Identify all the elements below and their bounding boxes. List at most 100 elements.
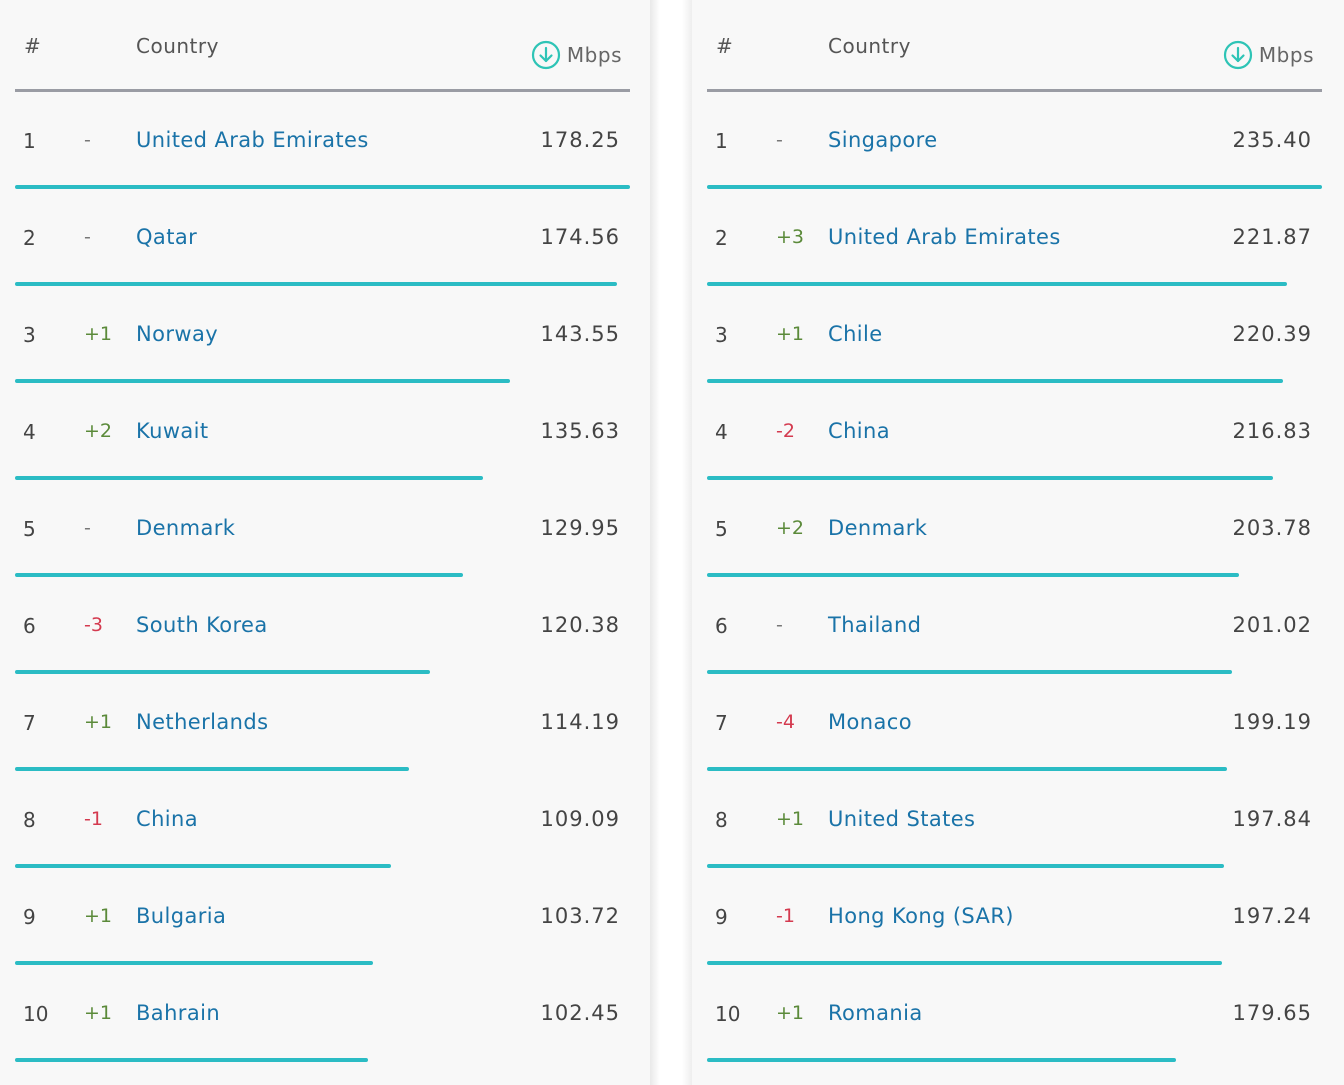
table-body: 1 - Singapore 235.40 2 +3 United Arab Emirates… [707, 92, 1322, 1062]
speed-column-header: Mbps [531, 40, 622, 70]
country-link[interactable]: United Arab Emirates [828, 225, 1061, 249]
speed-value: 114.19 [540, 710, 620, 734]
country-link[interactable]: Bulgaria [136, 904, 227, 928]
speed-value: 109.09 [540, 807, 620, 831]
rank-change: +1 [84, 905, 113, 927]
speed-value: 129.95 [540, 516, 620, 540]
country-link[interactable]: Singapore [828, 128, 938, 152]
rank-change: +1 [84, 1002, 113, 1024]
speed-value: 201.02 [1232, 613, 1312, 637]
table-row: 2 - Qatar 174.56 [15, 189, 630, 286]
rank-number: 7 [23, 711, 36, 735]
rank-number: 1 [715, 129, 728, 153]
country-link[interactable]: Bahrain [136, 1001, 221, 1025]
country-link[interactable]: United States [828, 807, 976, 831]
speed-value: 143.55 [540, 322, 620, 346]
download-arrow-icon [1223, 40, 1253, 70]
country-link[interactable]: United Arab Emirates [136, 128, 369, 152]
rank-number: 8 [715, 808, 728, 832]
speed-value: 120.38 [540, 613, 620, 637]
rank-number: 6 [23, 614, 36, 638]
speed-value: 199.19 [1232, 710, 1312, 734]
table-row: 5 - Denmark 129.95 [15, 480, 630, 577]
speed-value: 235.40 [1232, 128, 1312, 152]
speed-value: 174.56 [540, 225, 620, 249]
speed-bar [707, 1058, 1176, 1062]
table-row: 5 +2 Denmark 203.78 [707, 480, 1322, 577]
speed-bar [707, 282, 1287, 286]
country-link[interactable]: Norway [136, 322, 219, 346]
speed-value: 179.65 [1232, 1001, 1312, 1025]
rank-change: -3 [84, 614, 103, 636]
table-header: # Country Mbps [707, 0, 1322, 92]
speed-bar [15, 1058, 368, 1062]
rank-change: - [84, 129, 91, 151]
rank-change: - [776, 129, 783, 151]
rank-number: 5 [715, 517, 728, 541]
country-link[interactable]: Thailand [828, 613, 922, 637]
table-row: 10 +1 Bahrain 102.45 [15, 965, 630, 1062]
speed-value: 203.78 [1232, 516, 1312, 540]
country-link[interactable]: Hong Kong (SAR) [828, 904, 1014, 928]
speed-bar [707, 670, 1232, 674]
speed-value: 103.72 [540, 904, 620, 928]
rank-change: - [84, 226, 91, 248]
rank-number: 10 [23, 1002, 49, 1026]
country-link[interactable]: Netherlands [136, 710, 269, 734]
speed-bar [15, 282, 617, 286]
rank-number: 9 [715, 905, 728, 929]
country-column-header: Country [828, 34, 911, 58]
rank-number: 3 [715, 323, 728, 347]
header-divider [707, 89, 1322, 92]
table-row: 3 +1 Norway 143.55 [15, 286, 630, 383]
table-row: 7 +1 Netherlands 114.19 [15, 674, 630, 771]
rank-number: 7 [715, 711, 728, 735]
speed-value: 197.24 [1232, 904, 1312, 928]
speed-bar [707, 864, 1224, 868]
speed-value: 178.25 [540, 128, 620, 152]
rank-number: 5 [23, 517, 36, 541]
rank-change: -4 [776, 711, 795, 733]
speed-bar [707, 767, 1227, 771]
rank-change: +1 [776, 1002, 805, 1024]
rank-number: 4 [715, 420, 728, 444]
country-link[interactable]: Monaco [828, 710, 912, 734]
country-link[interactable]: Qatar [136, 225, 198, 249]
table-row: 1 - Singapore 235.40 [707, 92, 1322, 189]
speed-bar [15, 670, 430, 674]
country-link[interactable]: Chile [828, 322, 883, 346]
country-link[interactable]: Kuwait [136, 419, 209, 443]
table-body: 1 - United Arab Emirates 178.25 2 - Qatar 174.5… [15, 92, 630, 1062]
rank-column-header: # [716, 34, 734, 58]
country-link[interactable]: South Korea [136, 613, 268, 637]
download-arrow-icon [531, 40, 561, 70]
table-row: 2 +3 United Arab Emirates 221.87 [707, 189, 1322, 286]
table-row: 6 -3 South Korea 120.38 [15, 577, 630, 674]
table-row: 8 -1 China 109.09 [15, 771, 630, 868]
speed-bar [15, 476, 483, 480]
panel-gap [650, 0, 692, 1085]
country-link[interactable]: China [136, 807, 198, 831]
ranking-table: # Country Mbps 1 - United Arab Emirates 178… [15, 0, 630, 1062]
rank-column-header: # [24, 34, 42, 58]
rank-number: 8 [23, 808, 36, 832]
speed-bar [707, 961, 1222, 965]
country-link[interactable]: Denmark [828, 516, 928, 540]
country-link[interactable]: Romania [828, 1001, 923, 1025]
speed-value: 216.83 [1232, 419, 1312, 443]
rank-number: 10 [715, 1002, 741, 1026]
rank-number: 6 [715, 614, 728, 638]
speed-value: 221.87 [1232, 225, 1312, 249]
table-header: # Country Mbps [15, 0, 630, 92]
country-link[interactable]: China [828, 419, 890, 443]
speed-bar [15, 961, 373, 965]
speed-column-header: Mbps [1223, 40, 1314, 70]
table-row: 6 - Thailand 201.02 [707, 577, 1322, 674]
table-row: 7 -4 Monaco 199.19 [707, 674, 1322, 771]
speed-bar [707, 476, 1273, 480]
rank-change: -1 [776, 905, 795, 927]
table-row: 10 +1 Romania 179.65 [707, 965, 1322, 1062]
right-ranking-panel: # Country Mbps 1 - Singapore 235.40 2 +3 Unite… [692, 0, 1344, 1085]
country-link[interactable]: Denmark [136, 516, 236, 540]
